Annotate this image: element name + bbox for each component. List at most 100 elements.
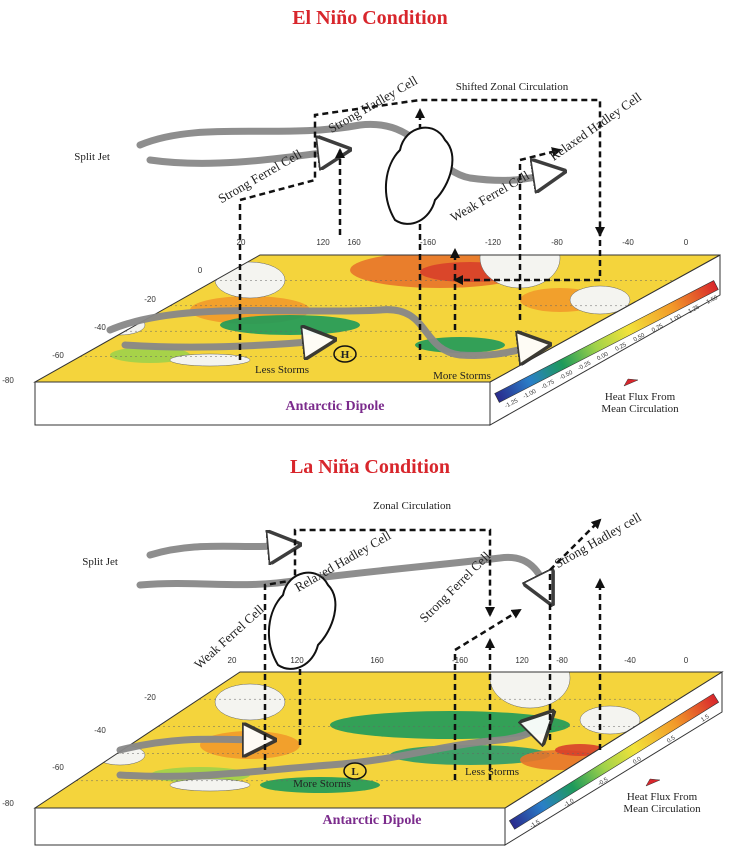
label: Zonal Circulation [373,500,451,512]
longitude-label: -40 [622,238,634,247]
label: Strong Hadley cell [552,509,644,571]
panel: -1.25-1.00 -0.75-0.50-0.25 0.00 0.25 0.50 0.7… [2,7,721,426]
longitude-label: -80 [551,238,563,247]
circulation-cell [518,147,562,320]
latitude-label: -20 [144,295,156,304]
heat-flux-legend: Heat Flux From [605,391,676,403]
circulation-cell [453,608,522,780]
latitude-label: -20 [144,693,156,702]
label: More Storms [433,370,491,382]
longitude-label: 0 [684,656,689,665]
jet-stream [106,306,545,356]
heat-flux-area [260,777,380,793]
heat-flux-legend: Heat Flux From [627,791,698,803]
label: Split Jet [82,556,118,568]
label: Split Jet [74,151,110,163]
label: Strong Ferrel Cell [215,146,304,206]
longitude-label: -160 [420,238,437,247]
longitude-label: 0 [684,238,689,247]
jet-stream [146,150,345,163]
heat-flux-area [330,711,570,739]
colorbar-label: -1.25 [504,398,519,410]
circulation-cell [263,528,495,770]
continent [579,705,641,735]
circulation-cell [453,230,602,285]
latitude-label: -80 [2,376,14,385]
latitude-label: -60 [52,763,64,772]
longitude-label: 20 [237,238,246,247]
jet-stream [146,545,295,555]
label: Shifted Zonal Circulation [456,81,569,93]
colorbar-label: 1.5 [700,714,711,724]
colorbar-label: 0.0 [632,756,643,766]
slab-front [34,807,506,846]
colorbar-label: -0.75 [541,379,556,391]
longitude-label: 160 [370,656,384,665]
panel-title: La Niña Condition [290,456,450,478]
colorbar-label: 0.00 [596,351,610,362]
label: Antarctic Dipole [323,813,422,828]
continent [169,353,251,367]
circulation-cell [548,518,602,740]
longitude-label: 20 [228,656,237,665]
heat-flux-arrow [645,778,661,787]
jet-stream [116,739,270,750]
label: Relaxed Hadley Cell [292,527,394,594]
longitude-label: -120 [485,238,502,247]
longitude-label: -40 [624,656,636,665]
longitude-label: 120 [515,656,529,665]
colorbar-strip [494,280,719,403]
colorbar-label: -1.5 [529,819,542,830]
pressure-center [333,345,357,363]
colorbar-label: 0.5 [666,735,677,745]
colorbar-label: 0.50 [633,332,647,343]
colorbar-label: 1.00 [669,314,683,325]
longitude-label: 120 [290,656,304,665]
colorbar-label: 1.25 [688,304,702,315]
label: Less Storms [255,364,309,376]
colorbar-strip [508,693,720,830]
heat-flux-area [110,347,190,363]
label: More Storms [293,778,351,790]
pressure-center-label: H [341,349,350,361]
slab-front [34,381,491,426]
heat-flux-area [200,731,300,759]
colorbar: -1.25-1.00 -0.75-0.50-0.25 0.00 0.25 0.50 0.7… [494,280,720,410]
label: Antarctic Dipole [286,399,385,414]
colorbar: -1.5 -1.0 -0.5 0.0 0.5 1.5 [508,693,720,830]
map-outline [33,254,721,383]
latitude-label: 0 [198,266,203,275]
map [35,255,720,382]
pressure-center [343,762,367,780]
colorbar-label: -1.00 [522,388,537,400]
jet-stream [121,340,330,347]
jet-stream [116,715,550,780]
continent [214,683,286,721]
colorbar-label: -0.5 [597,777,610,788]
colorbar-label: -1.0 [563,798,576,809]
continent [214,261,286,299]
panel: -1.5 -1.0 -0.5 0.0 0.5 1.5 La Niña Condition Zo… [2,456,724,846]
latitude-label: -40 [94,323,106,332]
continent [169,778,251,792]
label: Less Storms [465,766,519,778]
map-outline [33,671,724,809]
longitude-label: 160 [347,238,361,247]
jet-stream [136,120,560,180]
latitude-label: -40 [94,726,106,735]
latitude-label: -80 [2,799,14,808]
colorbar-label: 0.25 [615,342,629,353]
panel-title: El Niño Condition [292,7,448,29]
colorbar-label: 0.75 [651,323,665,334]
latitude-label: -60 [52,351,64,360]
longitude-label: -80 [556,656,568,665]
colorbar-label: -0.25 [577,360,592,372]
colorbar-label: -0.50 [559,370,574,382]
circulation-cell [238,98,605,360]
longitude-label: -160 [452,656,469,665]
pressure-center-label: L [351,766,358,778]
continent [569,285,631,315]
heat-flux-legend: Mean Circulation [601,403,679,415]
convection-cloud [267,571,337,670]
